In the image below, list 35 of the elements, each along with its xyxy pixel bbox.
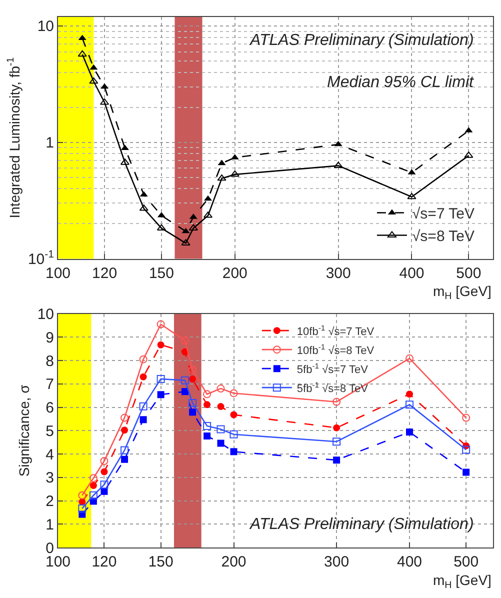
y-tick-label: 3 (46, 470, 54, 487)
x-tick-label: 200 (222, 264, 248, 282)
y-tick-label: 6 (46, 400, 54, 416)
annotation: Median 95% CL limit (327, 74, 474, 91)
legend-label: √s=7 TeV (412, 206, 475, 223)
x-tick-label: 400 (396, 554, 422, 570)
x-tick-label: 500 (454, 554, 479, 570)
x-tick-label: 150 (148, 264, 174, 282)
x-tick-label: 200 (221, 554, 246, 570)
x-axis-title: m$_{H}$ [GeV] (433, 283, 492, 302)
y-axis-title: Significance, σ (16, 384, 32, 477)
x-axis-title: m$_{H}$ [GeV] (433, 572, 492, 591)
y-tick-label: 1 (46, 134, 54, 152)
legend-label: 10fb$^{-1}$ √s=7 TeV (296, 323, 375, 338)
legend-label: √s=8 TeV (412, 228, 475, 246)
x-tick-label: 300 (326, 264, 351, 282)
y-tick-label: 5 (46, 422, 54, 440)
y-tick-label: 10 (37, 18, 54, 36)
annotation: ATLAS Preliminary (Simulation) (249, 516, 474, 533)
y-tick-label: 2 (46, 493, 54, 510)
x-tick-label: 120 (92, 554, 117, 570)
x-tick-label: 120 (92, 264, 118, 282)
y-tick-label: 9 (46, 329, 54, 346)
y-tick-label: 8 (46, 352, 54, 370)
y-tick-label: 1 (46, 516, 54, 534)
y-tick-label: 10 (37, 306, 54, 323)
x-tick-label: 400 (399, 264, 424, 282)
y-tick-label: 7 (46, 376, 54, 394)
x-tick-label: 150 (148, 554, 174, 570)
x-tick-label: 500 (456, 264, 482, 282)
legend-label: 10fb$^{-1}$ √s=8 TeV (296, 342, 375, 357)
x-tick-label: 300 (324, 554, 350, 570)
legend-label: 5fb$^{-1}$ √s=7 TeV (296, 361, 369, 376)
annotation: ATLAS Preliminary (Simulation) (249, 32, 474, 49)
y-tick-label: 4 (46, 446, 54, 464)
